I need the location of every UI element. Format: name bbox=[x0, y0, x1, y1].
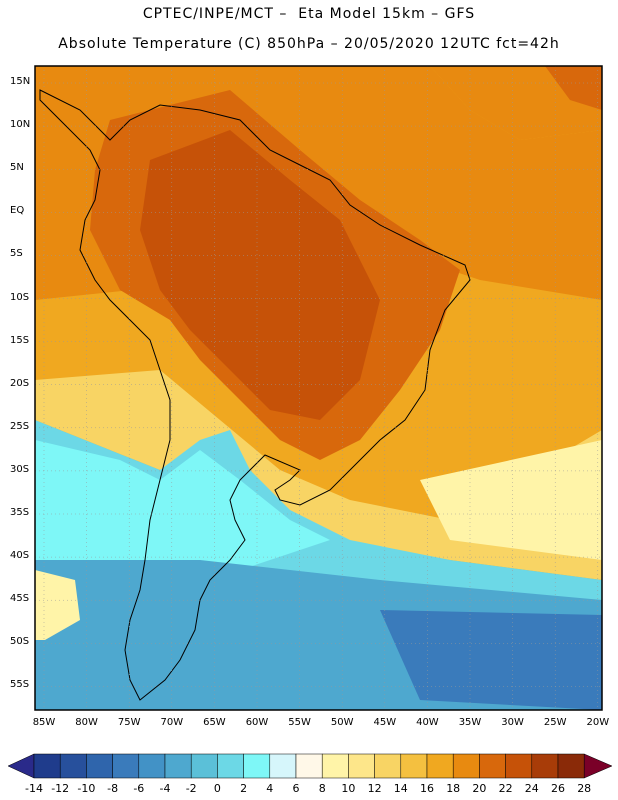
colorbar-label: -12 bbox=[51, 782, 70, 795]
lon-label: 55W bbox=[288, 717, 311, 728]
colorbar-swatch bbox=[452, 753, 480, 779]
field-continent-hot bbox=[140, 130, 380, 420]
colorbar-label: 16 bbox=[420, 782, 434, 795]
colorbar-label: -10 bbox=[77, 782, 96, 795]
colorbar-swatch bbox=[557, 753, 585, 779]
colorbar-label: 24 bbox=[524, 782, 539, 795]
lat-label: EQ bbox=[10, 205, 25, 217]
lat-label: 35S bbox=[10, 507, 30, 518]
colorbar-swatch bbox=[269, 753, 297, 779]
lat-label: 20S bbox=[10, 377, 30, 389]
colorbar-swatch bbox=[479, 753, 506, 779]
lon-label: 35W bbox=[458, 717, 482, 728]
colorbar bbox=[7, 753, 613, 779]
field-ne-hot bbox=[545, 66, 602, 110]
colorbar-swatch bbox=[321, 753, 349, 779]
field-coldest-band bbox=[380, 610, 602, 710]
colorbar-swatch bbox=[217, 753, 244, 779]
temperature-field bbox=[35, 66, 602, 710]
colorbar-swatch bbox=[112, 753, 140, 779]
colorbar-label: 6 bbox=[292, 782, 300, 795]
colorbar-swatch bbox=[138, 753, 166, 779]
colorbar-label: 20 bbox=[472, 782, 487, 795]
colorbar-label: 26 bbox=[551, 782, 565, 795]
colorbar-label: 4 bbox=[266, 782, 274, 795]
lon-label: 40W bbox=[416, 717, 439, 728]
lon-label: 50W bbox=[330, 717, 354, 728]
colorbar-swatch bbox=[33, 753, 61, 779]
lat-label: 15S bbox=[10, 334, 30, 346]
lat-label: 5S bbox=[10, 248, 23, 260]
colorbar-swatch bbox=[374, 753, 402, 779]
colorbar-label: 28 bbox=[577, 782, 592, 795]
lat-label: 40S bbox=[10, 550, 30, 562]
colorbar-label: 12 bbox=[367, 782, 382, 795]
lon-label: 25W bbox=[543, 717, 567, 728]
colorbar-swatch bbox=[348, 753, 375, 779]
colorbar-label: 2 bbox=[240, 782, 248, 795]
colorbar-over-arrow bbox=[583, 753, 613, 779]
lon-label: 80W bbox=[75, 717, 98, 728]
lon-label: 75W bbox=[117, 717, 141, 728]
colorbar-swatch bbox=[400, 753, 428, 779]
lat-label: 5N bbox=[10, 162, 24, 174]
colorbar-label: 14 bbox=[393, 782, 408, 795]
field-pacific-warm-patch bbox=[35, 570, 80, 640]
colorbar-swatch bbox=[59, 753, 87, 779]
lon-label: 65W bbox=[203, 717, 226, 728]
lat-label: 55S bbox=[10, 679, 30, 691]
colorbar-swatch bbox=[243, 753, 271, 779]
lon-label: 20W bbox=[586, 717, 610, 728]
colorbar-swatch bbox=[295, 753, 323, 779]
lat-label: 15N bbox=[10, 76, 31, 87]
colorbar-label: -4 bbox=[159, 782, 171, 795]
lat-label: 10N bbox=[10, 119, 31, 131]
lat-label: 25S bbox=[10, 420, 30, 432]
plot-frame bbox=[34, 65, 603, 711]
lon-label: 60W bbox=[245, 717, 269, 728]
lat-label: 45S bbox=[10, 593, 30, 605]
colorbar-label: 22 bbox=[498, 782, 513, 795]
coastline bbox=[39, 89, 471, 701]
colorbar-swatch bbox=[164, 753, 192, 779]
gridlines bbox=[35, 66, 602, 710]
colorbar-swatch bbox=[505, 753, 533, 779]
lat-label: 10S bbox=[10, 291, 30, 303]
colorbar-under-arrow bbox=[7, 753, 35, 779]
colorbar-label: -14 bbox=[25, 782, 43, 795]
colorbar-label: 0 bbox=[213, 782, 221, 795]
lat-label: 30S bbox=[10, 463, 30, 475]
colorbar-swatch bbox=[531, 753, 559, 779]
colorbar-label: -2 bbox=[185, 782, 197, 795]
field-atlantic-pale bbox=[420, 440, 602, 560]
colorbar-swatch bbox=[86, 753, 113, 779]
colorbar-label: 8 bbox=[318, 782, 326, 795]
colorbar-label: -6 bbox=[133, 782, 145, 795]
lon-label: 30W bbox=[501, 717, 524, 728]
lon-label: 70W bbox=[160, 717, 184, 728]
lon-label: 85W bbox=[32, 717, 56, 728]
title-model: CPTEC/INPE/MCT – Eta Model 15km – GFS bbox=[142, 6, 476, 22]
lat-label: 50S bbox=[10, 636, 30, 648]
colorbar-swatch bbox=[426, 753, 454, 779]
title-variable: Absolute Temperature (C) 850hPa – 20/05/… bbox=[58, 36, 560, 52]
colorbar-label: 10 bbox=[341, 782, 356, 795]
colorbar-label: -8 bbox=[107, 782, 119, 795]
lon-label: 45W bbox=[373, 717, 397, 728]
colorbar-label: 18 bbox=[446, 782, 461, 795]
colorbar-swatch bbox=[190, 753, 218, 779]
